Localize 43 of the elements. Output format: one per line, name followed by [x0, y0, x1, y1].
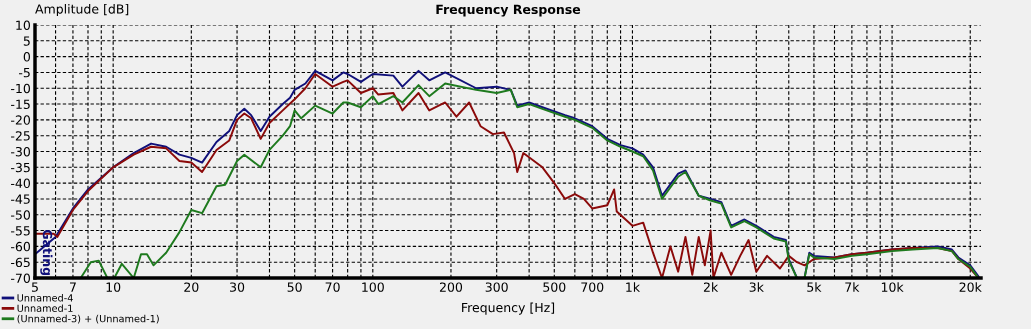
- y-axis-title: Amplitude [dB]: [35, 4, 129, 17]
- y-tick-label: 5: [23, 36, 30, 46]
- x-tick-label: 3k: [749, 282, 764, 292]
- x-tick-label: 7k: [845, 282, 860, 292]
- x-tick-label: 500: [543, 282, 566, 292]
- y-tick-label: -55: [11, 226, 30, 236]
- x-tick-label: 10k: [881, 282, 904, 292]
- y-tick-label: -65: [11, 257, 30, 268]
- x-tick-label: 50: [287, 282, 302, 292]
- x-tick-label: 5k: [807, 282, 822, 292]
- x-tick-label: 300: [485, 282, 508, 292]
- x-tick-label: 100: [362, 282, 384, 292]
- y-tick-label: -10: [11, 83, 30, 94]
- chart-title: Frequency Response: [436, 4, 581, 17]
- x-tick-label: 7: [69, 282, 76, 292]
- y-tick-label: -35: [11, 162, 30, 173]
- y-tick-label: -5: [18, 68, 30, 78]
- y-tick-label: -25: [11, 131, 30, 141]
- x-tick-label: 5: [31, 282, 38, 292]
- legend-label: Unnamed-4: [17, 294, 73, 302]
- y-tick-label: -70: [11, 273, 30, 283]
- annotation: Gating: [40, 229, 53, 276]
- y-tick-label: 10: [16, 20, 30, 30]
- y-tick-label: -40: [11, 178, 30, 189]
- x-tick-label: 1k: [626, 282, 641, 292]
- x-tick-label: 70: [325, 282, 340, 292]
- y-tick-label: -45: [11, 194, 30, 204]
- x-tick-label: 30: [230, 282, 245, 292]
- x-tick-label: 2k: [703, 282, 719, 292]
- x-tick-label: 10: [106, 282, 121, 292]
- y-tick-label: -60: [11, 241, 30, 252]
- y-tick-label: -30: [11, 146, 30, 157]
- x-tick-label: 20: [184, 282, 199, 292]
- y-tick-label: 0: [23, 52, 30, 62]
- x-axis-title: Frequency [Hz]: [462, 302, 555, 315]
- y-tick-label: -50: [11, 210, 30, 220]
- x-tick-label: 200: [439, 282, 463, 292]
- legend-label: Unnamed-1: [17, 304, 73, 312]
- legend-label: (Unnamed-3) + (Unnamed-1): [17, 314, 159, 324]
- y-tick-label: -20: [11, 115, 30, 125]
- x-tick-label: 700: [581, 282, 604, 292]
- y-tick-label: -15: [11, 99, 30, 109]
- x-tick-label: 20k: [959, 282, 982, 292]
